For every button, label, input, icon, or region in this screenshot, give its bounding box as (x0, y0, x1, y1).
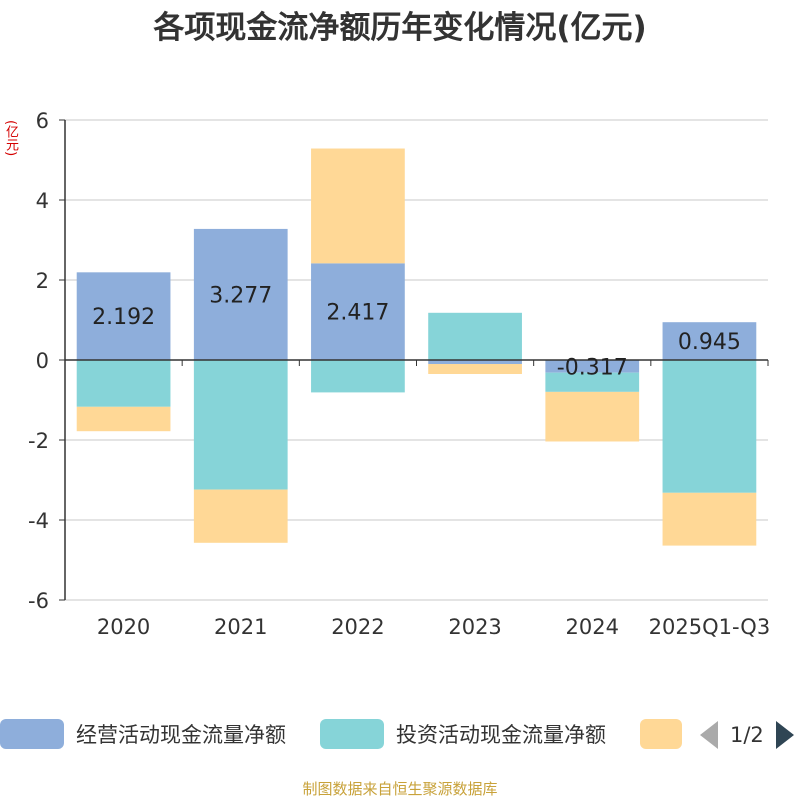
bar-s2-2023 (428, 364, 522, 374)
x-tick-label: 2020 (97, 615, 150, 639)
x-tick-label: 2024 (566, 615, 619, 639)
legend-item-operating[interactable]: 经营活动现金流量净额 (0, 716, 286, 752)
x-tick-label: 2021 (214, 615, 267, 639)
bar-s1-2024 (545, 372, 640, 392)
bar-s2-2020 (76, 406, 171, 432)
y-tick-label: 4 (36, 189, 49, 213)
data-label-s0-2022: 2.417 (326, 301, 389, 326)
bar-s2-2024 (545, 391, 640, 442)
legend-swatch-financing (640, 719, 682, 749)
legend-item-financing[interactable] (640, 716, 682, 752)
y-tick-label: 0 (36, 349, 49, 373)
bar-s1-2021 (193, 360, 288, 490)
bar-s0-2022 (311, 263, 405, 360)
next-page-icon[interactable] (775, 721, 794, 749)
x-tick-label: 2022 (331, 615, 384, 639)
y-tick-label: -2 (28, 429, 49, 453)
legend-label-operating: 经营活动现金流量净额 (76, 723, 286, 747)
bar-s2-2025Q1-Q3 (662, 492, 757, 546)
legend-label-investing: 投资活动现金流量净额 (396, 723, 606, 747)
bar-s0-2024 (545, 360, 640, 373)
legend-swatch-operating (0, 719, 64, 749)
data-source-note: 制图数据来自恒生聚源数据库 (302, 780, 498, 798)
y-tick-label: 2 (36, 269, 49, 293)
y-axis-unit-label: (亿元) (3, 120, 18, 157)
bar-s0-2023 (428, 360, 522, 364)
data-label-s0-2020: 2.192 (92, 305, 155, 330)
y-tick-label: -4 (28, 509, 49, 533)
bar-s2-2021 (193, 489, 288, 543)
data-label-s0-2025Q1-Q3: 0.945 (678, 330, 741, 355)
bar-s1-2025Q1-Q3 (662, 360, 757, 493)
chart-canvas: 6 4 2 0 -2 -4 -6 2020 2021 2022 2023 2024 2025Q1-Q3 2… (28, 109, 771, 639)
y-tick-label: -6 (28, 589, 49, 613)
legend-swatch-investing (320, 719, 384, 749)
bar-s0-2025Q1-Q3 (662, 322, 757, 360)
legend-page-indicator: 1/2 (730, 723, 764, 747)
bar-s0-2021 (193, 228, 288, 360)
chart-title: 各项现金流净额历年变化情况(亿元) (153, 10, 647, 46)
legend: 经营活动现金流量净额 投资活动现金流量净额 1/2 (0, 716, 800, 756)
bar-s1-2022 (311, 360, 405, 393)
bar-s0-2020 (76, 272, 171, 360)
prev-page-icon[interactable] (700, 721, 718, 749)
data-label-s0-2024: -0.317 (557, 355, 628, 380)
bar-s2-2022 (311, 148, 405, 264)
bar-s1-2020 (76, 360, 171, 407)
bar-s1-2023 (428, 312, 522, 360)
legend-pager: 1/2 (700, 720, 794, 750)
legend-item-investing[interactable]: 投资活动现金流量净额 (320, 716, 606, 752)
y-tick-label: 6 (36, 109, 49, 133)
x-tick-label: 2023 (448, 615, 501, 639)
data-label-s0-2021: 3.277 (209, 283, 272, 308)
x-tick-label: 2025Q1-Q3 (649, 615, 771, 639)
